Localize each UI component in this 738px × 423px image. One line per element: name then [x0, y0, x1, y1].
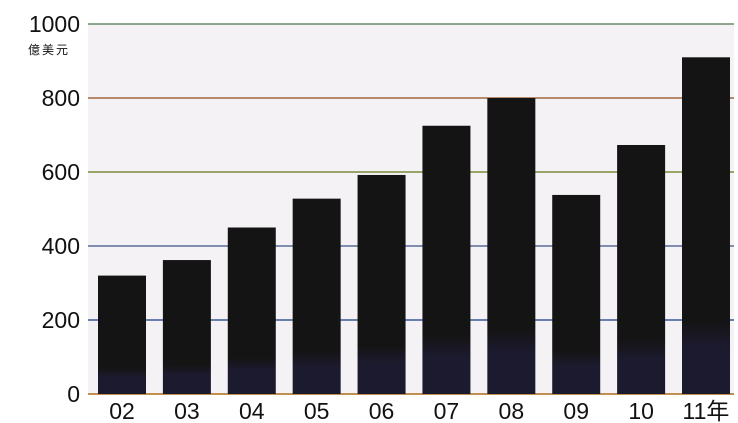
y-tick-label: 800 — [42, 85, 80, 111]
x-tick-label: 07 — [434, 398, 460, 423]
y-tick-label: 400 — [42, 233, 80, 259]
x-tick-label: 09 — [563, 398, 589, 423]
bar-08 — [487, 98, 536, 394]
x-tick-label: 06 — [369, 398, 395, 423]
bar-02 — [98, 275, 146, 394]
bar-06 — [357, 174, 406, 394]
x-tick-label: 10 — [628, 398, 654, 423]
x-tick-label: 11年 — [683, 398, 730, 423]
y-unit-label: 億美元 — [28, 43, 70, 57]
bar-03 — [162, 260, 211, 394]
y-tick-label: 1000 — [29, 11, 80, 37]
y-tick-label: 200 — [42, 307, 80, 333]
x-tick-label: 08 — [499, 398, 525, 423]
bar-05 — [292, 198, 341, 394]
bar-07 — [422, 125, 471, 394]
bar-04 — [227, 227, 276, 394]
x-tick-label: 05 — [304, 398, 330, 423]
y-tick-label: 600 — [42, 159, 80, 185]
y-tick-labels: 0 200 400 600 800 1000 — [29, 11, 80, 407]
y-tick-label: 0 — [67, 381, 80, 407]
bars — [98, 57, 730, 395]
x-tick-label: 03 — [174, 398, 200, 423]
bar-11年 — [682, 57, 730, 395]
x-tick-labels: 02 03 04 05 06 07 08 09 10 11年 — [109, 398, 729, 423]
bar-09 — [552, 194, 601, 394]
x-tick-label: 02 — [109, 398, 135, 423]
bar-10 — [617, 144, 666, 394]
x-tick-label: 04 — [239, 398, 265, 423]
